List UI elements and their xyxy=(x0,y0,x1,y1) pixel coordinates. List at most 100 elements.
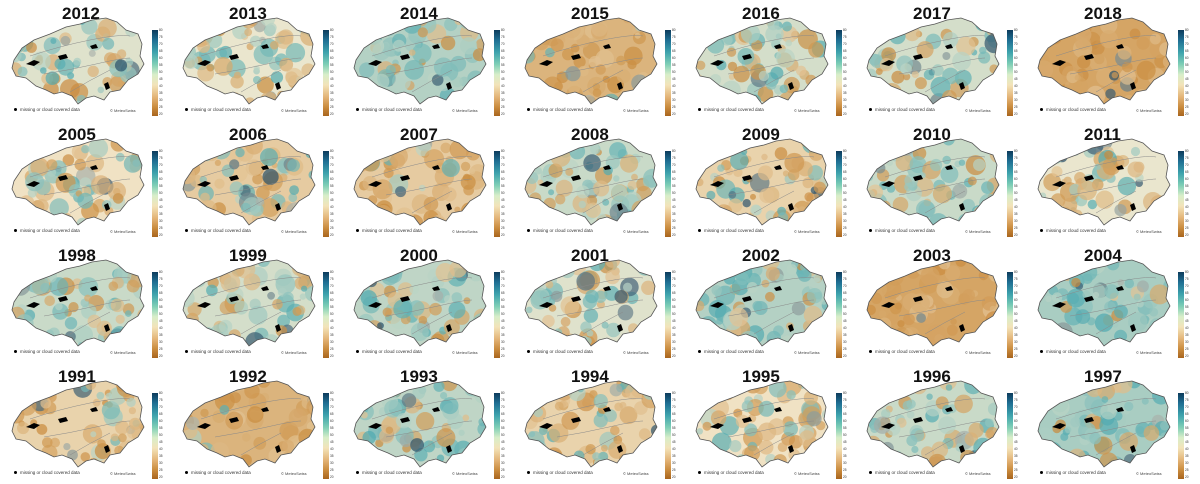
colorbar-tick-label: 65 xyxy=(843,170,847,174)
missing-data-text: missing or cloud covered data xyxy=(1046,228,1106,233)
missing-data-legend: missing or cloud covered data xyxy=(869,470,935,475)
switzerland-map xyxy=(353,259,487,347)
raster-patch xyxy=(1136,280,1149,293)
colorbar-tick-label: 40 xyxy=(1185,447,1189,451)
raster-patch xyxy=(968,215,984,225)
switzerland-map xyxy=(695,380,829,468)
colorbar-tick-label: 70 xyxy=(843,163,847,167)
raster-patch xyxy=(696,60,706,70)
colorbar xyxy=(152,393,158,479)
raster-patch xyxy=(733,65,750,83)
river-line xyxy=(69,190,111,214)
colorbar-tick-label: 55 xyxy=(843,426,847,430)
panel-year-label: 1992 xyxy=(229,367,267,386)
raster-patch xyxy=(117,220,125,225)
missing-data-area xyxy=(571,175,581,181)
meteoswiss-credit: © MeteoSwiss xyxy=(623,229,649,234)
colorbar-tick-label: 25 xyxy=(1014,468,1018,472)
raster-patch xyxy=(784,152,805,173)
missing-data-legend: missing or cloud covered data xyxy=(527,228,593,233)
raster-patch xyxy=(818,77,828,87)
raster-patch xyxy=(129,417,142,431)
raster-patch xyxy=(1094,53,1105,65)
raster-patch xyxy=(1136,60,1156,80)
raster-patch xyxy=(460,37,478,55)
colorbar-tick-label: 25 xyxy=(501,347,505,351)
missing-data-swatch xyxy=(356,471,359,475)
meteoswiss-credit: © MeteoSwiss xyxy=(110,471,136,476)
colorbar-tick-label: 30 xyxy=(501,98,505,102)
colorbar-tick-label: 25 xyxy=(330,347,334,351)
raster-patch xyxy=(1064,426,1072,434)
colorbar-tick-label: 80 xyxy=(501,391,505,395)
river-line xyxy=(713,35,815,57)
colorbar-tick-label: 55 xyxy=(330,63,334,67)
colorbar-ticks: 80 75 70 65 60 55 50 45 40 35 30 25 20 xyxy=(672,149,682,238)
raster-patch xyxy=(610,425,620,436)
country-border xyxy=(182,259,316,347)
raster-patch xyxy=(873,139,890,156)
missing-data-text: missing or cloud covered data xyxy=(533,349,593,354)
missing-data-area xyxy=(1084,175,1094,181)
raster-patch xyxy=(358,208,367,217)
river-line xyxy=(727,57,815,75)
raster-patch xyxy=(1038,381,1053,399)
missing-data-area xyxy=(774,407,782,412)
raster-patch xyxy=(982,18,998,32)
raster-patch xyxy=(1114,304,1128,319)
panel-year-label: 1993 xyxy=(400,367,438,386)
missing-data-area xyxy=(26,60,40,66)
raster-patch xyxy=(188,336,195,344)
raster-patch xyxy=(132,159,141,167)
raster-patch xyxy=(981,181,994,194)
missing-data-legend: missing or cloud covered data xyxy=(356,228,422,233)
colorbar-tick-label: 75 xyxy=(501,35,505,39)
raster-patch xyxy=(909,156,927,174)
colorbar-tick-label: 40 xyxy=(843,205,847,209)
raster-patch xyxy=(1070,145,1081,156)
raster-patch xyxy=(715,204,733,222)
raster-patch xyxy=(1119,68,1136,85)
raster-patch xyxy=(12,25,23,43)
raster-patch xyxy=(582,42,600,60)
raster-patch xyxy=(1049,260,1060,268)
colorbar-tick-label: 75 xyxy=(159,156,163,160)
missing-data-text: missing or cloud covered data xyxy=(362,349,422,354)
colorbar-tick-label: 25 xyxy=(1185,468,1189,472)
raster-patch xyxy=(950,318,957,325)
colorbar-tick-label: 70 xyxy=(1185,42,1189,46)
raster-patch xyxy=(565,66,581,82)
missing-data-text: missing or cloud covered data xyxy=(20,470,80,475)
raster-patch xyxy=(873,19,884,30)
raster-patch xyxy=(1074,74,1081,81)
colorbar-tick-label: 45 xyxy=(159,440,163,444)
raster-patch xyxy=(364,381,372,387)
colorbar-tick-label: 50 xyxy=(330,191,334,195)
colorbar-tick-label: 30 xyxy=(843,98,847,102)
river-line xyxy=(200,398,302,420)
colorbar-tick-label: 50 xyxy=(1185,312,1189,316)
colorbar-tick-label: 55 xyxy=(159,63,163,67)
river-line xyxy=(713,156,815,178)
raster-patch xyxy=(452,76,463,88)
raster-patch xyxy=(248,305,268,325)
raster-patch xyxy=(213,57,233,76)
colorbar-tick-label: 65 xyxy=(1185,412,1189,416)
raster-patch xyxy=(636,260,654,276)
raster-patch xyxy=(115,314,125,324)
colorbar-tick-label: 45 xyxy=(501,440,505,444)
raster-patch xyxy=(634,330,650,346)
colorbar xyxy=(494,272,500,358)
missing-data-legend: missing or cloud covered data xyxy=(356,470,422,475)
colorbar-tick-label: 65 xyxy=(1185,170,1189,174)
raster-patch xyxy=(758,440,774,455)
raster-patch xyxy=(542,314,555,328)
raster-patch xyxy=(942,155,951,165)
switzerland-map xyxy=(11,138,145,226)
missing-data-swatch xyxy=(869,471,872,475)
colorbar-ticks: 80 75 70 65 60 55 50 45 40 35 30 25 20 xyxy=(330,28,340,117)
raster-patch xyxy=(46,159,58,171)
raster-patch xyxy=(304,385,311,392)
switzerland-map xyxy=(182,380,316,468)
raster-patch xyxy=(989,381,999,395)
